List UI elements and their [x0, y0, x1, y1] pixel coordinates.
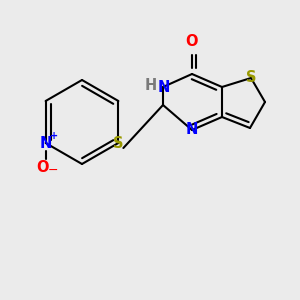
Text: N: N [39, 136, 52, 151]
Text: N: N [186, 122, 198, 137]
Text: S: S [246, 70, 256, 86]
Text: H: H [145, 79, 157, 94]
Text: −: − [47, 164, 58, 176]
Text: N: N [158, 80, 170, 94]
Text: O: O [186, 34, 198, 49]
Text: +: + [50, 131, 58, 141]
Text: O: O [36, 160, 49, 175]
Text: S: S [113, 136, 124, 151]
